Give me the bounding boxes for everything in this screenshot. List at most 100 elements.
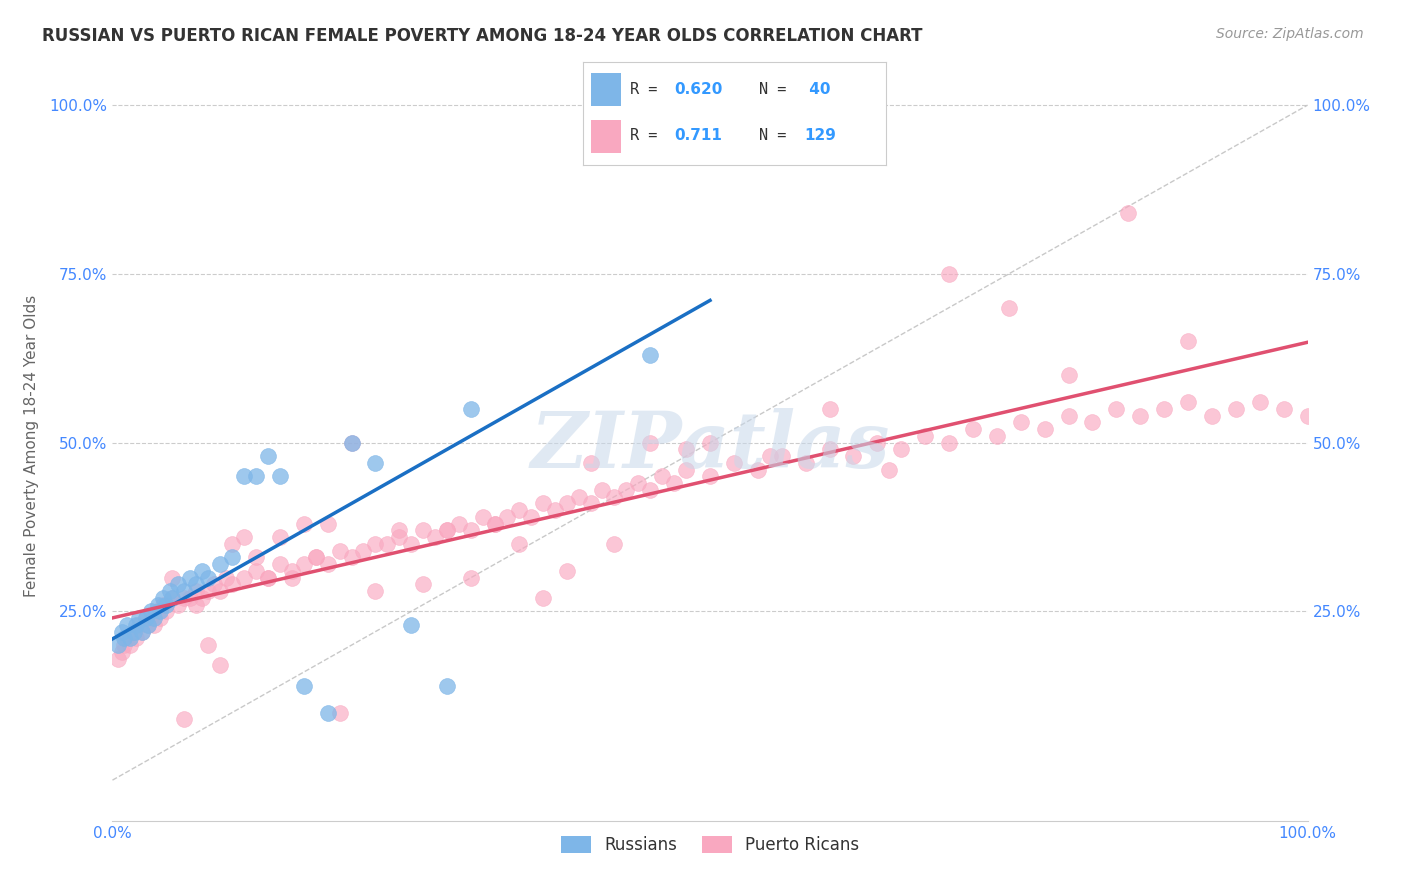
Point (1225, 401, 1247, 416)
Point (1129, 409, 1152, 423)
Point (146, 604, 169, 618)
Point (135, 611, 157, 625)
Point (209, 658, 232, 673)
Point (531, 591, 554, 605)
Point (364, 456, 387, 470)
Point (139, 611, 162, 625)
Point (114, 638, 135, 652)
Point (128, 618, 150, 632)
Point (1201, 409, 1223, 423)
Bar (591, 120, 621, 153)
Point (173, 584, 195, 599)
Text: R =: R = (630, 128, 676, 143)
Point (412, 524, 434, 538)
Point (221, 537, 243, 551)
Point (1153, 401, 1175, 416)
Point (938, 267, 960, 281)
Point (890, 442, 912, 457)
Point (818, 401, 841, 416)
Point (128, 611, 150, 625)
Point (866, 435, 889, 450)
Point (138, 618, 160, 632)
Point (138, 618, 160, 632)
Point (879, 462, 901, 476)
Point (173, 591, 195, 605)
Point (603, 537, 626, 551)
Point (152, 591, 174, 605)
Point (388, 530, 411, 544)
Point (257, 571, 280, 585)
Point (245, 469, 267, 483)
Point (460, 571, 482, 585)
Point (436, 524, 458, 538)
Point (447, 516, 470, 531)
Point (675, 462, 697, 476)
Point (257, 571, 280, 585)
Point (675, 442, 697, 457)
Point (364, 584, 387, 599)
Point (292, 679, 315, 693)
Point (340, 435, 363, 450)
Point (543, 503, 565, 517)
Point (179, 591, 201, 605)
Point (962, 422, 984, 436)
Point (155, 598, 177, 612)
Point (281, 571, 304, 585)
Point (340, 435, 363, 450)
Point (191, 564, 214, 578)
Point (352, 543, 374, 558)
Point (143, 611, 166, 625)
Point (186, 577, 208, 591)
Point (1010, 416, 1032, 430)
Point (162, 591, 183, 605)
Point (520, 509, 543, 524)
Point (135, 611, 157, 625)
Point (794, 456, 817, 470)
Point (162, 571, 183, 585)
Point (202, 577, 225, 591)
Point (986, 429, 1008, 443)
Bar (591, 73, 621, 106)
Text: 129: 129 (804, 128, 837, 143)
Point (579, 496, 602, 510)
Point (114, 632, 135, 646)
Point (269, 469, 291, 483)
Point (149, 604, 172, 618)
Point (233, 530, 256, 544)
Point (179, 571, 201, 585)
Point (197, 638, 219, 652)
Point (508, 503, 530, 517)
Point (159, 584, 181, 599)
Point (627, 476, 650, 491)
Point (221, 577, 243, 591)
Point (1057, 409, 1080, 423)
Point (245, 550, 267, 565)
Point (107, 651, 129, 665)
Point (149, 611, 172, 625)
Point (316, 557, 339, 571)
Point (1081, 416, 1104, 430)
Point (1177, 395, 1199, 409)
Text: Source: ZipAtlas.com: Source: ZipAtlas.com (1216, 27, 1364, 41)
Point (122, 624, 145, 639)
Point (699, 469, 721, 483)
Point (215, 571, 238, 585)
Point (1177, 334, 1199, 349)
Point (531, 496, 554, 510)
Point (484, 516, 506, 531)
Point (191, 591, 214, 605)
Point (412, 577, 434, 591)
Point (651, 469, 673, 483)
Point (155, 604, 177, 618)
Point (131, 624, 153, 639)
Point (603, 490, 626, 504)
Point (364, 537, 387, 551)
Point (167, 577, 190, 591)
Point (555, 496, 578, 510)
Point (747, 462, 769, 476)
Text: 0.620: 0.620 (675, 81, 723, 96)
Legend: Russians, Puerto Ricans: Russians, Puerto Ricans (554, 830, 866, 861)
Point (233, 571, 256, 585)
Point (640, 435, 662, 450)
Point (496, 509, 519, 524)
